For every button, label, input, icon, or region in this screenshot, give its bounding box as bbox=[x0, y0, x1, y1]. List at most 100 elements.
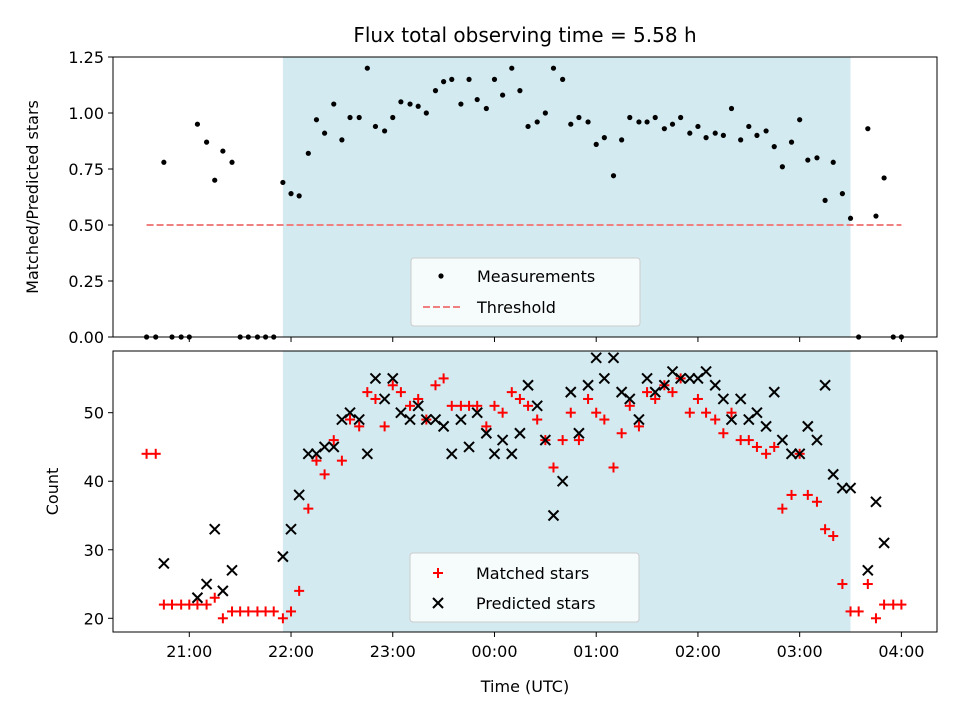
measurement-point bbox=[542, 110, 548, 116]
measurement-point bbox=[593, 141, 599, 147]
matched-star-point bbox=[820, 524, 831, 535]
predicted-star-point bbox=[412, 400, 424, 412]
predicted-star-point bbox=[598, 372, 611, 385]
matched-star-point bbox=[328, 435, 339, 446]
predicted-star-point bbox=[293, 489, 305, 501]
predicted-star-point bbox=[802, 420, 814, 433]
predicted-star-point bbox=[420, 413, 433, 426]
measurement-point bbox=[517, 88, 523, 94]
matched-star-point bbox=[642, 387, 653, 398]
matched-star-point bbox=[701, 407, 712, 418]
measurement-point bbox=[364, 65, 370, 71]
measurement-point bbox=[805, 157, 811, 163]
measurement-point bbox=[636, 119, 642, 125]
measurement-point bbox=[466, 76, 472, 82]
axes-frame bbox=[112, 56, 938, 338]
predicted-star-point bbox=[378, 393, 391, 405]
predicted-star-point bbox=[463, 441, 475, 453]
predicted-star-point bbox=[455, 413, 467, 426]
matched-star-point bbox=[413, 393, 424, 404]
matched-star-point bbox=[201, 599, 212, 610]
matched-star-point bbox=[446, 400, 457, 411]
x-tick-label: 03:00 bbox=[777, 642, 823, 661]
measurement-point bbox=[474, 96, 480, 103]
y-axis-label: Matched/Predicted stars bbox=[23, 100, 42, 294]
measurement-point bbox=[407, 101, 413, 107]
matched-star-point bbox=[692, 393, 703, 404]
y-tick-label: 20 bbox=[84, 609, 104, 628]
legend: Matched stars Predicted stars bbox=[409, 552, 640, 623]
legend-predicted-marker bbox=[432, 597, 444, 609]
matched-star-point bbox=[879, 599, 890, 610]
matched-star-point bbox=[141, 448, 152, 459]
y-axis-label: Count bbox=[43, 468, 62, 516]
measurement-point bbox=[229, 159, 235, 165]
predicted-star-point bbox=[751, 406, 763, 419]
matched-star-point bbox=[192, 599, 203, 610]
measurement-point bbox=[509, 65, 515, 71]
matched-star-point bbox=[726, 407, 737, 418]
matched-star-point bbox=[583, 393, 594, 404]
y-ticks: 0.00 0.25 0.50 0.75 1.00 1.25 bbox=[68, 48, 113, 347]
predicted-star-point bbox=[844, 482, 857, 494]
measurement-point bbox=[331, 101, 337, 107]
matched-star-point bbox=[710, 414, 721, 425]
matched-star-point bbox=[802, 489, 813, 500]
predicted-star-point bbox=[811, 434, 823, 446]
matched-star-point bbox=[167, 599, 178, 610]
x-ticks: 21:00 22:00 23:00 00:00 01:00 02:00 03:00 04:00 bbox=[166, 632, 924, 661]
measurement-point bbox=[712, 130, 718, 136]
matched-star-point bbox=[565, 407, 576, 418]
measurement-point bbox=[703, 135, 709, 141]
matched-star-point bbox=[761, 448, 772, 459]
y-tick-label: 30 bbox=[84, 541, 104, 560]
predicted-star-point bbox=[437, 420, 450, 433]
predicted-star-point bbox=[649, 386, 661, 398]
measurement-point bbox=[372, 123, 379, 130]
matched-star-point bbox=[336, 455, 347, 466]
matched-star-point bbox=[481, 421, 492, 432]
measurement-point bbox=[881, 175, 887, 181]
predicted-star-point bbox=[344, 406, 356, 419]
x-ticks bbox=[188, 337, 902, 342]
measurement-point bbox=[560, 76, 566, 82]
matched-star-point bbox=[743, 435, 754, 446]
measurement-point bbox=[550, 65, 557, 71]
predicted-star-point bbox=[819, 379, 831, 391]
predicted-star-point bbox=[506, 448, 518, 460]
matched-star-point bbox=[354, 421, 365, 432]
measurement-point bbox=[788, 139, 795, 145]
predicted-star-point bbox=[684, 372, 696, 385]
measurement-point bbox=[382, 128, 388, 134]
matched-star-point bbox=[684, 407, 695, 418]
x-tick-label: 04:00 bbox=[878, 642, 924, 661]
predicted-star-point bbox=[217, 585, 229, 597]
measurement-point bbox=[313, 117, 320, 123]
legend-threshold-label: Threshold bbox=[476, 298, 556, 317]
x-tick-label: 01:00 bbox=[573, 642, 619, 661]
y-tick-label: 0.25 bbox=[68, 272, 104, 291]
matched-star-point bbox=[616, 428, 627, 439]
predicted-star-point bbox=[395, 406, 407, 419]
predicted-star-point bbox=[556, 475, 569, 487]
predicted-star-point bbox=[539, 434, 552, 446]
x-tick-label: 02:00 bbox=[675, 642, 721, 661]
measurement-point bbox=[483, 105, 489, 112]
predicted-star-point bbox=[158, 557, 170, 570]
measurement-point bbox=[220, 148, 226, 154]
predicted-star-point bbox=[522, 379, 534, 391]
predicted-star-point bbox=[700, 365, 712, 378]
measurement-point bbox=[423, 110, 429, 116]
predicted-star-point bbox=[658, 379, 671, 391]
predicted-star-point bbox=[734, 393, 747, 405]
matched-star-point bbox=[370, 393, 381, 404]
measurement-point bbox=[839, 191, 845, 197]
matched-star-point bbox=[217, 613, 228, 624]
measurement-point bbox=[212, 177, 218, 183]
measurement-point bbox=[771, 144, 777, 150]
measurement-point bbox=[873, 213, 879, 219]
matched-star-point bbox=[209, 592, 220, 603]
measurement-point bbox=[194, 121, 201, 127]
predicted-star-point bbox=[641, 372, 653, 385]
